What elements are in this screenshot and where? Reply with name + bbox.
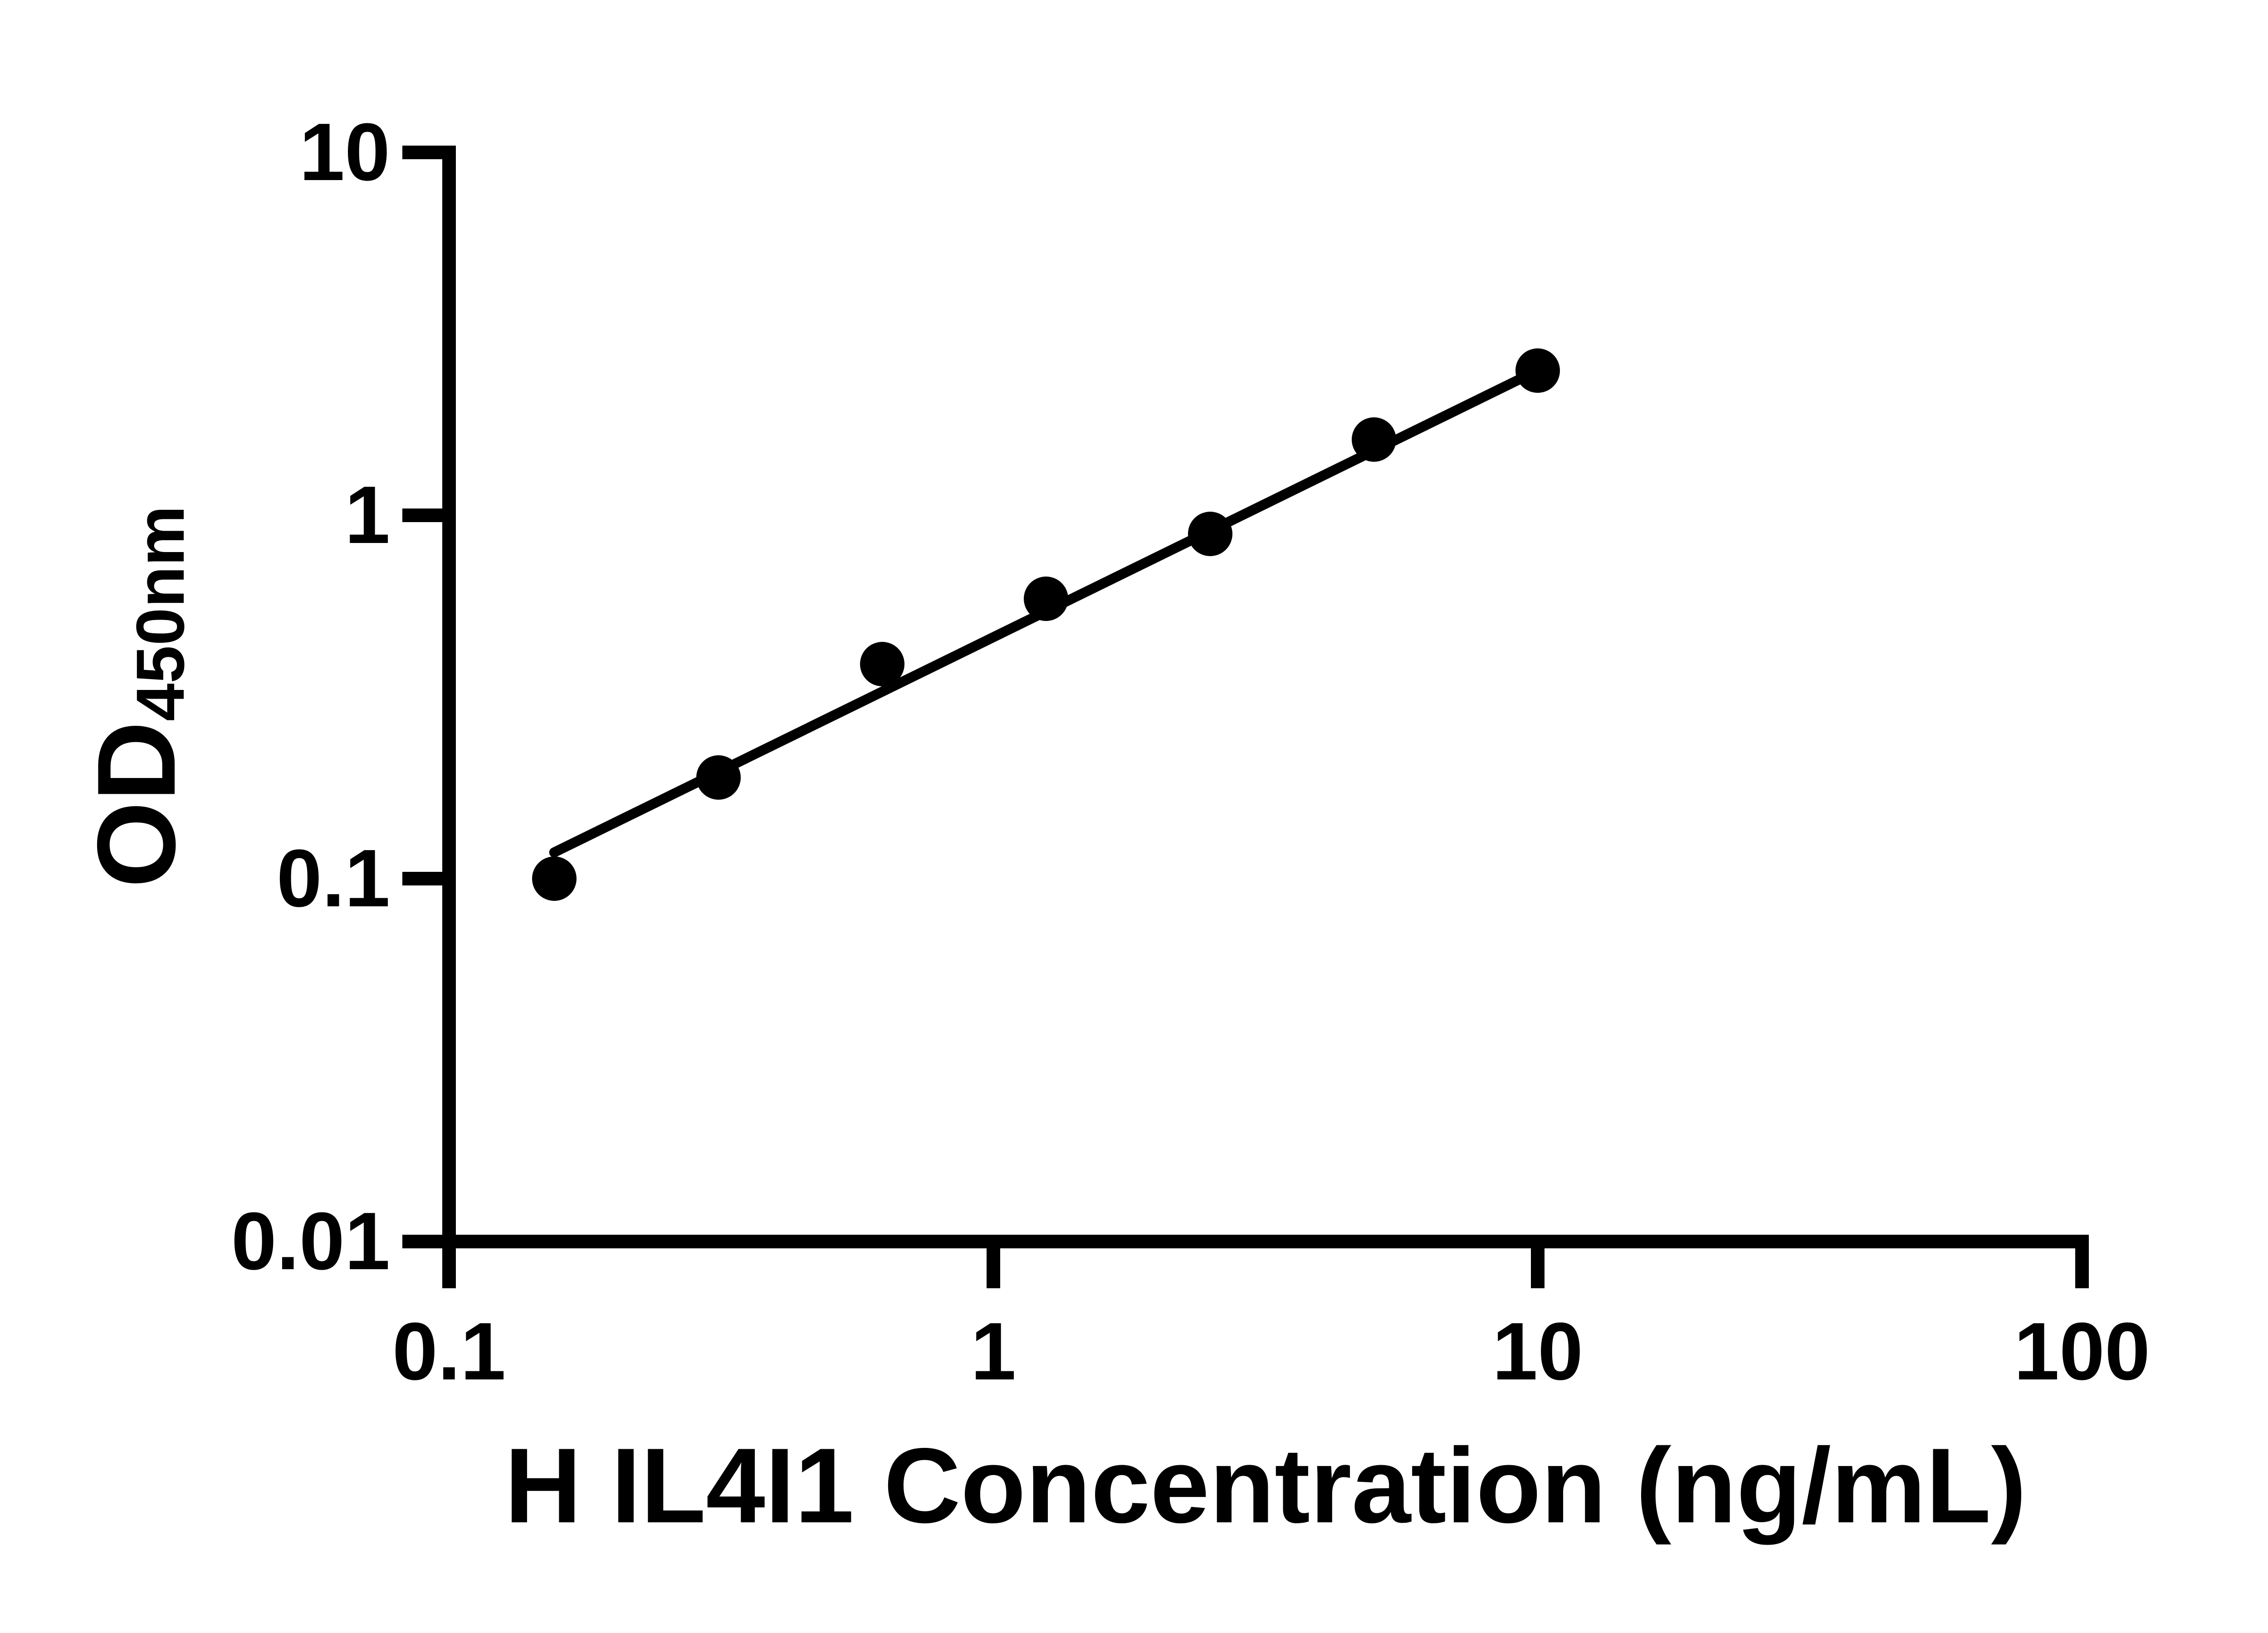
data-point [1024, 576, 1069, 621]
y-tick-label: 1 [344, 469, 390, 561]
data-point [1188, 511, 1232, 556]
x-axis-title: H IL4I1 Concentration (ng/mL) [504, 1426, 2027, 1545]
data-point [696, 755, 741, 800]
x-tick-label: 100 [2014, 1306, 2151, 1397]
x-tick-label: 10 [1492, 1306, 1584, 1397]
x-axis-tick [442, 1248, 456, 1288]
y-axis-tick [402, 1235, 442, 1248]
y-axis-tick [402, 871, 442, 885]
y-axis-title-subscript: 450nm [122, 505, 198, 721]
data-point [1515, 348, 1560, 393]
y-axis-title: OD450nm [72, 506, 200, 888]
data-point [532, 856, 577, 901]
x-tick-label: 0.1 [392, 1306, 506, 1397]
x-axis-line [442, 1235, 2089, 1248]
x-axis-tick [1531, 1248, 1545, 1288]
y-tick-label: 0.01 [231, 1196, 390, 1287]
y-tick-label: 0.1 [276, 832, 390, 924]
x-tick-label: 1 [970, 1306, 1017, 1397]
data-point [860, 641, 905, 686]
y-axis-line [442, 146, 456, 1248]
x-axis-tick [2075, 1248, 2089, 1288]
x-axis-tick [987, 1248, 1000, 1288]
y-tick-label: 10 [299, 107, 390, 198]
y-axis-tick [402, 508, 442, 523]
data-point [1351, 417, 1396, 462]
y-axis-tick [402, 146, 442, 160]
y-axis-title-main: OD [74, 721, 198, 888]
